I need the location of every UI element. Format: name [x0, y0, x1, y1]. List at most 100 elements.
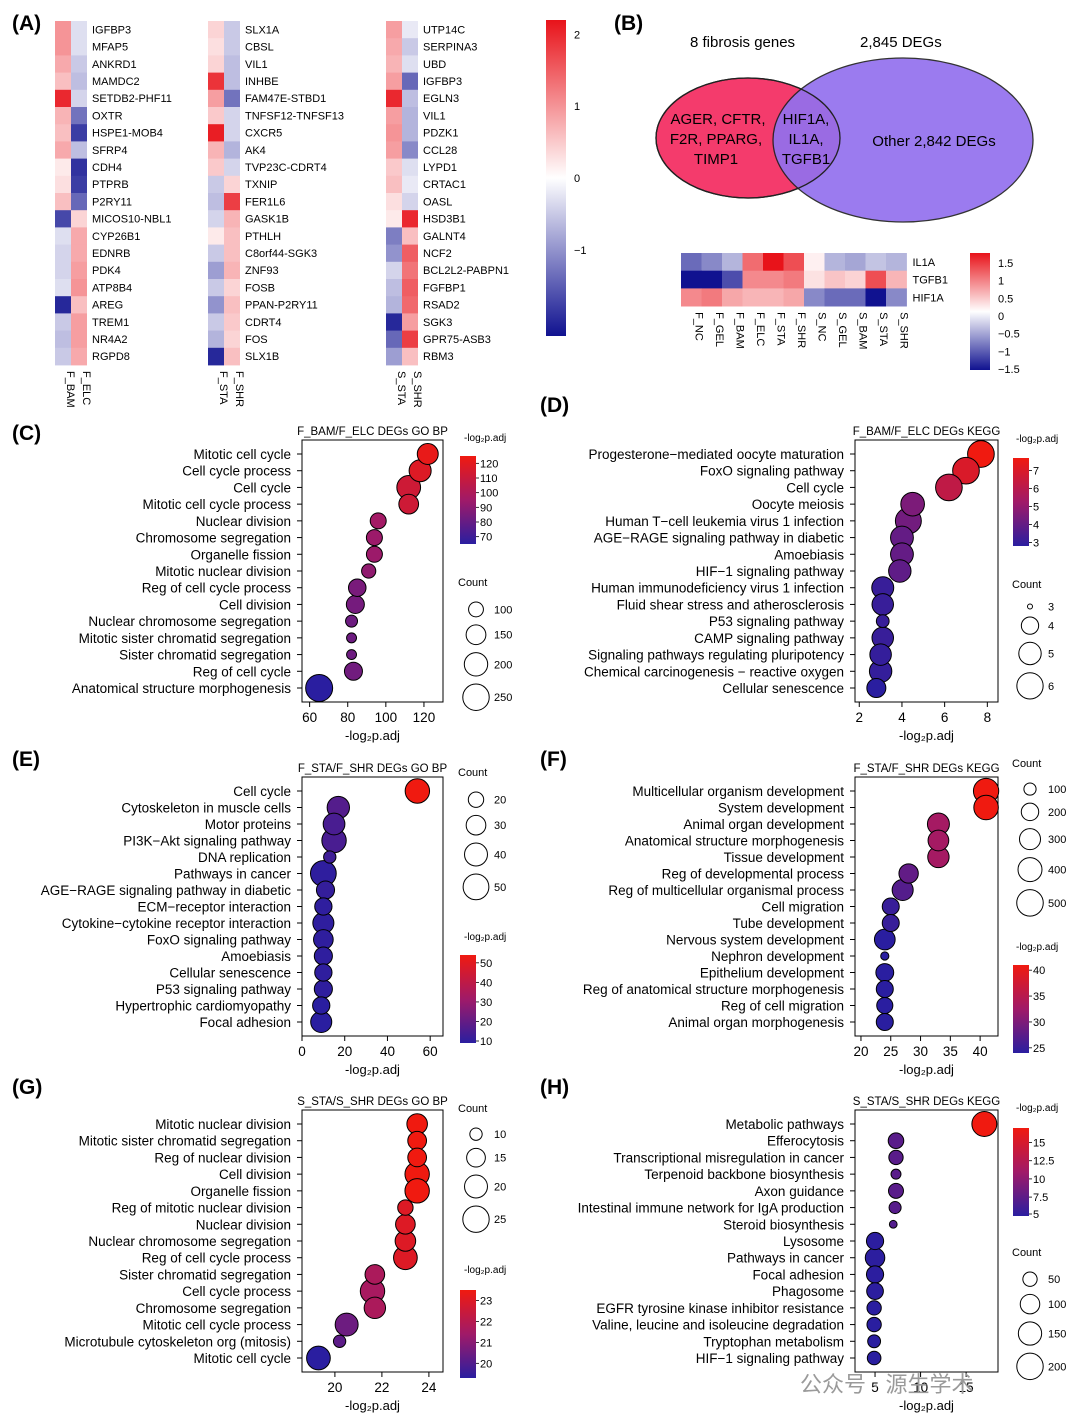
- size-legend-label: 300: [1048, 834, 1066, 846]
- term-label: Microtubule cytoskeleton org (mitosis): [64, 1334, 291, 1349]
- x-axis-title: -log₂p.adj: [345, 1062, 400, 1077]
- x-tick-label: 22: [374, 1380, 389, 1395]
- term-label: AGE−RAGE signaling pathway in diabetic: [594, 531, 845, 546]
- color-legend-tick-label: 7.5: [1033, 1192, 1048, 1204]
- bubble: [875, 614, 890, 629]
- bubble: [365, 545, 383, 563]
- color-legend-title: -log₂p.adj: [464, 932, 506, 943]
- heatmap-a-cell: [208, 107, 224, 125]
- term-label: Progesterone−mediated oocyte maturation: [588, 447, 844, 462]
- color-legend-bar: [1013, 458, 1029, 546]
- term-label: Anatomical structure morphogenesis: [625, 834, 844, 849]
- x-tick-label: 25: [883, 1044, 898, 1059]
- heatmap-a-cell: [402, 107, 418, 125]
- size-legend-circle: [464, 842, 488, 867]
- colorbar-b-tick: −0.5: [998, 329, 1020, 341]
- heatmap-b-cell: [804, 288, 825, 307]
- heatmap-a-gene-label: CDRT4: [245, 317, 281, 329]
- term-label: Cell division: [219, 1167, 291, 1182]
- heatmap-a-cell: [71, 313, 87, 331]
- color-legend-tick-label: 20: [480, 1016, 492, 1028]
- venn-right-only: Other 2,842 DEGs: [872, 133, 995, 150]
- color-legend-tick-label: 90: [480, 502, 492, 514]
- panel-letter-h: (H): [540, 1076, 569, 1099]
- chart-title: F_BAM/F_ELC DEGs GO BP: [297, 426, 448, 438]
- colorbar-a-tick: 2: [574, 29, 580, 41]
- heatmap-a-cell: [208, 313, 224, 331]
- heatmap-a-gene-label: SFRP4: [92, 145, 127, 157]
- heatmap-a-gene-label: AK4: [245, 145, 266, 157]
- color-legend-tick-label: 70: [480, 532, 492, 544]
- term-label: Mitotic cell cycle process: [142, 497, 291, 512]
- color-legend-tick-label: 110: [480, 473, 498, 485]
- heatmap-a-gene-label: EGLN3: [423, 93, 459, 105]
- heatmap-a-cell: [71, 244, 87, 263]
- heatmap-a-gene-label: LYPD1: [423, 162, 457, 174]
- heatmap-a-gene-label: VIL1: [423, 110, 446, 122]
- heatmap-a-cell: [71, 193, 87, 211]
- heatmap-a-gene-label: GPR75-ASB3: [423, 334, 491, 346]
- heatmap-a-cell: [386, 141, 402, 159]
- color-legend-title: -log₂p.adj: [464, 433, 506, 444]
- term-label: Steroid biosynthesis: [723, 1217, 844, 1232]
- term-label: Chromosome segregation: [136, 1301, 291, 1316]
- heatmap-b-cell: [763, 270, 784, 289]
- size-legend-circle: [462, 873, 490, 901]
- heatmap-a-cell: [386, 347, 402, 366]
- heatmap-a-cell: [224, 175, 240, 194]
- heatmap-b-row-label: TGFB1: [913, 275, 948, 287]
- color-legend-tick-label: 7: [1033, 466, 1039, 478]
- heatmap-a-gene-label: PTHLH: [245, 231, 281, 243]
- panel-e-bubble-chart: F_STA/F_SHR DEGs GO BP Cell cycle Cytoskel…: [41, 763, 507, 1077]
- heatmap-a-gene-label: CBSL: [245, 42, 274, 54]
- term-label: Reg of cell migration: [721, 999, 844, 1014]
- term-label: Pathways in cancer: [174, 867, 292, 882]
- heatmap-a-gene-label: OASL: [423, 196, 452, 208]
- size-legend-label: 200: [494, 659, 512, 671]
- bubble: [315, 880, 336, 900]
- heatmap-b-cell: [804, 270, 825, 289]
- heatmap-a-gene-label: ZNF93: [245, 265, 279, 277]
- heatmap-a-gene-label: SERPINA3: [423, 42, 477, 54]
- term-label: Cytokine−cytokine receptor interaction: [62, 916, 291, 931]
- size-legend-circle: [1020, 802, 1040, 822]
- heatmap-a-cell: [208, 158, 224, 177]
- heatmap-a-cell: [55, 175, 71, 194]
- panel-a-colorbar: [546, 20, 566, 336]
- bubble: [397, 1199, 414, 1216]
- bubble: [873, 928, 896, 951]
- heatmap-a-cell: [71, 55, 87, 73]
- heatmap-a-gene-label: ATP8B4: [92, 282, 132, 294]
- bubble: [347, 578, 367, 597]
- term-label: Cell cycle process: [182, 1284, 291, 1299]
- bubble: [887, 1132, 905, 1149]
- size-legend-label: 100: [1048, 784, 1066, 796]
- size-legend-label: 6: [1048, 681, 1054, 693]
- x-tick-label: 0: [298, 1044, 306, 1059]
- heatmap-a-gene-label: CRTAC1: [423, 179, 466, 191]
- venn-overlap-1: HIF1A,: [783, 111, 830, 128]
- term-label: CAMP signaling pathway: [694, 631, 844, 646]
- heatmap-a-cell: [386, 313, 402, 331]
- size-legend-circle: [1018, 828, 1042, 851]
- size-legend-circle: [1016, 672, 1044, 700]
- color-legend-bar: [1013, 1128, 1029, 1216]
- heatmap-b-cell: [886, 270, 907, 289]
- x-axis-title: -log₂p.adj: [345, 1398, 400, 1413]
- term-label: Nuclear division: [196, 514, 291, 529]
- bubble: [866, 1316, 882, 1333]
- term-label: Tryptophan metabolism: [703, 1334, 844, 1349]
- x-tick-label: 60: [423, 1044, 438, 1059]
- bubble: [343, 661, 363, 681]
- bubble: [866, 1350, 882, 1366]
- term-label: Organelle fission: [190, 547, 291, 562]
- bubble: [875, 1013, 894, 1031]
- heatmap-a-cell: [208, 227, 224, 245]
- heatmap-a-gene-label: TVP23C-CDRT4: [245, 162, 327, 174]
- size-legend-circle: [462, 1205, 490, 1233]
- term-label: Cell cycle process: [182, 464, 291, 479]
- heatmap-a-gene-label: VIL1: [245, 59, 268, 71]
- term-label: Human immunodeficiency virus 1 infection: [591, 581, 844, 596]
- heatmap-a-column-label: F_ELC: [80, 371, 92, 405]
- heatmap-b-cell: [845, 253, 866, 272]
